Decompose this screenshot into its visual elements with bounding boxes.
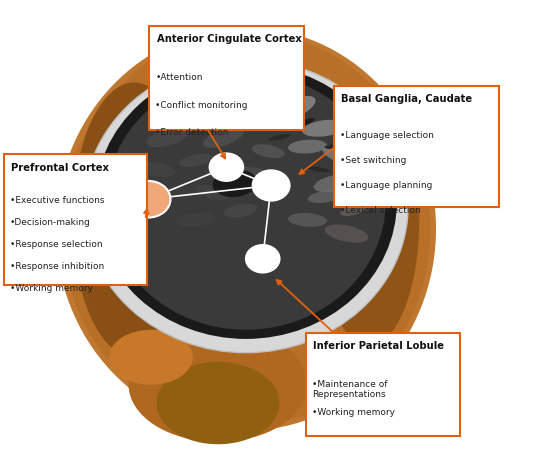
Ellipse shape (324, 144, 347, 149)
Text: •Response inhibition: •Response inhibition (10, 262, 105, 271)
Ellipse shape (210, 153, 243, 181)
Text: •Lexical selection: •Lexical selection (340, 206, 420, 215)
FancyBboxPatch shape (306, 333, 460, 436)
Ellipse shape (289, 118, 315, 129)
Text: •Maintenance of
Representations: •Maintenance of Representations (312, 380, 387, 399)
Ellipse shape (73, 82, 196, 357)
Ellipse shape (319, 94, 419, 346)
Ellipse shape (137, 162, 176, 177)
Ellipse shape (106, 73, 386, 330)
Ellipse shape (340, 196, 375, 216)
Ellipse shape (307, 167, 330, 172)
Text: •Working memory: •Working memory (10, 284, 93, 293)
Ellipse shape (246, 112, 268, 117)
Text: •Language selection: •Language selection (340, 131, 434, 140)
Text: Anterior Cingulate Cortex: Anterior Cingulate Cortex (157, 34, 301, 44)
Ellipse shape (84, 60, 408, 353)
Ellipse shape (203, 127, 244, 148)
Ellipse shape (224, 204, 257, 218)
Ellipse shape (129, 327, 307, 442)
Text: Basal Ganglia, Caudate: Basal Ganglia, Caudate (341, 94, 472, 104)
Ellipse shape (95, 64, 397, 339)
Text: •Decision-making: •Decision-making (10, 218, 91, 227)
Ellipse shape (212, 169, 257, 197)
Ellipse shape (61, 32, 430, 426)
Text: •Language planning: •Language planning (340, 181, 432, 190)
Text: •Set switching: •Set switching (340, 156, 406, 165)
Ellipse shape (241, 87, 284, 106)
Text: Prefrontal Cortex: Prefrontal Cortex (11, 163, 109, 173)
Ellipse shape (348, 180, 367, 187)
FancyBboxPatch shape (334, 86, 499, 207)
Ellipse shape (314, 174, 357, 192)
Ellipse shape (288, 140, 327, 153)
Ellipse shape (252, 144, 285, 158)
Ellipse shape (165, 108, 204, 121)
FancyBboxPatch shape (149, 26, 304, 130)
Ellipse shape (126, 181, 170, 218)
Ellipse shape (269, 134, 290, 141)
Ellipse shape (246, 245, 280, 273)
Ellipse shape (165, 187, 193, 197)
Ellipse shape (196, 185, 229, 200)
Ellipse shape (196, 101, 352, 156)
Ellipse shape (302, 120, 347, 137)
Ellipse shape (266, 96, 315, 124)
Text: •Response selection: •Response selection (10, 240, 103, 249)
Ellipse shape (157, 362, 280, 444)
Text: Inferior Parietal Lobule: Inferior Parietal Lobule (313, 341, 444, 351)
Ellipse shape (325, 224, 368, 243)
Text: •Executive functions: •Executive functions (10, 196, 105, 205)
Text: •Conflict monitoring: •Conflict monitoring (155, 101, 248, 110)
Text: •Error detection: •Error detection (155, 128, 229, 137)
Ellipse shape (56, 27, 436, 431)
Ellipse shape (176, 213, 215, 227)
Ellipse shape (109, 330, 193, 385)
Ellipse shape (215, 98, 254, 112)
Text: •Attention: •Attention (155, 73, 203, 82)
Ellipse shape (146, 128, 189, 147)
Ellipse shape (323, 145, 371, 167)
Ellipse shape (307, 191, 341, 203)
Ellipse shape (179, 154, 212, 167)
Text: •Working memory: •Working memory (312, 408, 395, 417)
Ellipse shape (288, 213, 327, 227)
Ellipse shape (253, 170, 290, 201)
FancyBboxPatch shape (4, 154, 147, 285)
Ellipse shape (255, 109, 304, 129)
Ellipse shape (232, 167, 271, 181)
